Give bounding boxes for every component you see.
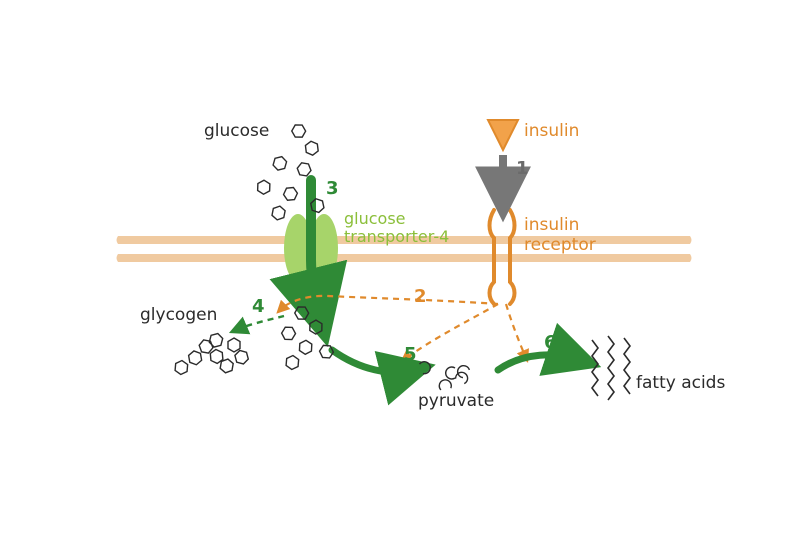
pyruvate-label: pyruvate: [418, 391, 494, 411]
glycogen-icon: [175, 332, 249, 375]
arrow-4: [236, 316, 284, 330]
number-4: 4: [252, 296, 265, 317]
number-2: 2: [414, 286, 427, 307]
arrow-6: [498, 355, 580, 370]
insulin-icon: [488, 120, 518, 150]
number-3: 3: [326, 178, 339, 199]
number-6: 6: [544, 332, 557, 353]
glycogen-label: glycogen: [140, 305, 217, 325]
number-5: 5: [404, 344, 417, 365]
fatty-acids-label: fatty acids: [636, 373, 725, 393]
fatty-acids-icon: [592, 336, 630, 400]
glut4-label-line2: transporter-4: [344, 227, 449, 246]
pyruvate-icon: [419, 360, 470, 390]
arrow-5: [332, 350, 414, 372]
glucose-intracellular-icon: [280, 304, 335, 370]
insulin-receptor-label-line2: receptor: [524, 235, 596, 255]
insulin-receptor-label-line1: insulin: [524, 215, 579, 235]
number-1: 1: [516, 158, 529, 179]
insulin-label: insulin: [524, 121, 579, 141]
glucose-label: glucose: [204, 121, 269, 141]
glut4-label-line1: glucose: [344, 209, 406, 228]
